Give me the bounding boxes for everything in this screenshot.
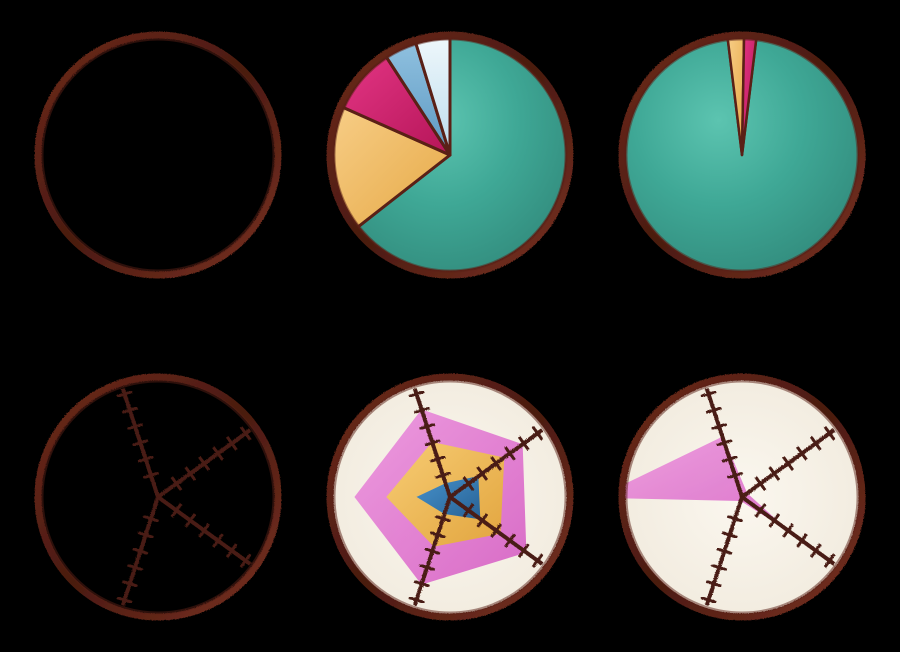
- radar-frame: [44, 389, 250, 606]
- chart-grid: [0, 0, 900, 652]
